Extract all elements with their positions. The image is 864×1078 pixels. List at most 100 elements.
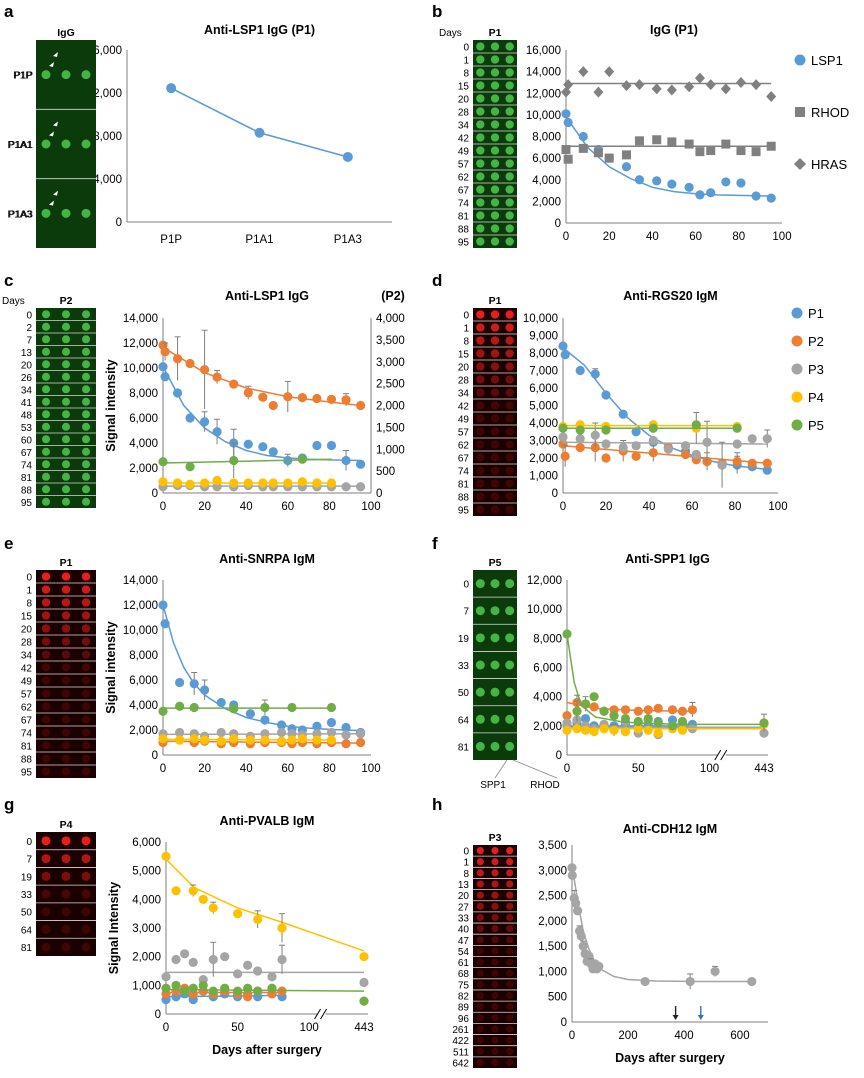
- array-row-label: 48: [21, 410, 33, 421]
- array-spot: [41, 598, 51, 607]
- data-point: [652, 135, 662, 145]
- array-spot: [491, 991, 499, 1000]
- y-tick-label: 8,000: [529, 348, 558, 360]
- y-tick-label: 2,000: [132, 952, 161, 964]
- array-row-label: 74: [458, 467, 470, 478]
- array-row-label: 7: [26, 335, 32, 346]
- data-point: [601, 453, 611, 463]
- array-spot: [82, 422, 90, 431]
- data-point: [276, 736, 287, 746]
- array-spot: [490, 741, 500, 751]
- array-spot: [41, 611, 51, 620]
- array-spot: [505, 146, 514, 155]
- data-point: [212, 427, 222, 437]
- series-hras: [561, 66, 777, 102]
- array-spot: [41, 585, 51, 594]
- data-point: [558, 423, 568, 433]
- array-spot: [476, 1036, 484, 1044]
- y-tick-label: 8,000: [533, 633, 562, 645]
- data-point: [253, 914, 263, 925]
- data-point: [208, 986, 218, 996]
- array-spot: [506, 958, 514, 966]
- data-point: [229, 478, 239, 488]
- chart-panel-b: b IgG (P1) 0 2,000 4,000 6,000 8,000 10,000 12,0…: [432, 2, 849, 243]
- array-spot: [81, 854, 91, 864]
- array-row-label: 15: [21, 612, 33, 623]
- data-point: [356, 459, 366, 469]
- array-spot: [505, 687, 515, 697]
- y-tick-label: 7,000: [529, 366, 558, 378]
- array-spot: [490, 94, 500, 103]
- array-spot: [82, 497, 90, 506]
- array-spot: [491, 869, 499, 877]
- array-spot: [41, 650, 51, 659]
- array-spot: [505, 453, 514, 462]
- legend-label: P2: [808, 334, 824, 349]
- array-row-label: P1P: [14, 71, 33, 82]
- data-point: [621, 80, 632, 92]
- series-p2: [158, 329, 366, 413]
- data-point: [229, 704, 239, 714]
- data-point: [326, 735, 337, 745]
- y-axis-label: Signal intensity: [104, 621, 118, 713]
- series-p1: [158, 362, 366, 471]
- x-tick-label: 100: [300, 1022, 319, 1034]
- array-spot: [491, 969, 499, 977]
- array-spot: [476, 947, 484, 955]
- array-spot: [62, 310, 70, 319]
- y-tick-label: 10,000: [526, 110, 561, 122]
- array-row-label: 47: [458, 936, 470, 947]
- y2-tick-label: 1,500: [376, 422, 405, 434]
- array-spot: [42, 310, 50, 319]
- array-spot: [42, 497, 50, 506]
- array-spot: [61, 715, 71, 724]
- array-spot: [476, 224, 485, 233]
- y-tick-label: 4,000: [533, 692, 562, 704]
- legend-label: HRAS: [811, 157, 847, 172]
- array-row-label: 74: [21, 460, 33, 471]
- data-point: [695, 190, 705, 200]
- array-spot: [476, 42, 485, 51]
- array-spot: [82, 485, 90, 494]
- array-spot: [41, 767, 51, 776]
- array-row-label: 42: [21, 664, 33, 675]
- y2-tick-label: 2,000: [376, 401, 405, 413]
- array-row-label: 15: [458, 82, 470, 93]
- data-point: [171, 954, 181, 965]
- y2-tick-label: 3,500: [376, 335, 405, 347]
- array-spot: [41, 689, 51, 698]
- array-spot: [476, 211, 485, 220]
- data-point: [677, 706, 688, 716]
- data-point: [233, 986, 243, 996]
- data-point: [563, 117, 573, 128]
- array-row-label: 28: [458, 376, 470, 387]
- array-spot: [61, 871, 71, 881]
- array-spot: [61, 689, 71, 698]
- legend-label: P1: [808, 306, 824, 321]
- data-point: [175, 677, 185, 688]
- array-spot: [506, 1014, 514, 1022]
- array-spot: [505, 336, 514, 345]
- data-point: [158, 362, 168, 372]
- array-spot: [506, 880, 514, 888]
- y-axis-label: Signal intensity: [104, 359, 118, 451]
- array-spot: [81, 907, 91, 917]
- data-point: [618, 409, 628, 419]
- array-spot: [82, 447, 90, 456]
- array-row-label: P1A3: [9, 209, 34, 220]
- data-point: [721, 177, 731, 187]
- series-p5: [158, 442, 332, 478]
- data-point: [558, 341, 568, 351]
- series-p5: [562, 629, 769, 732]
- array-spot: [62, 385, 70, 394]
- y-tick-label: 1,000: [529, 471, 558, 483]
- x-tick-label: 0: [560, 501, 566, 513]
- array-row-label: 642: [452, 1058, 469, 1069]
- y-axis-label: Signal Intensity: [107, 882, 121, 974]
- data-point: [751, 79, 762, 91]
- array-spot: [490, 336, 500, 345]
- array-spot: [505, 741, 515, 751]
- y-tick-label: 12,000: [123, 338, 158, 350]
- data-point: [578, 131, 588, 142]
- array-spot: [81, 611, 91, 620]
